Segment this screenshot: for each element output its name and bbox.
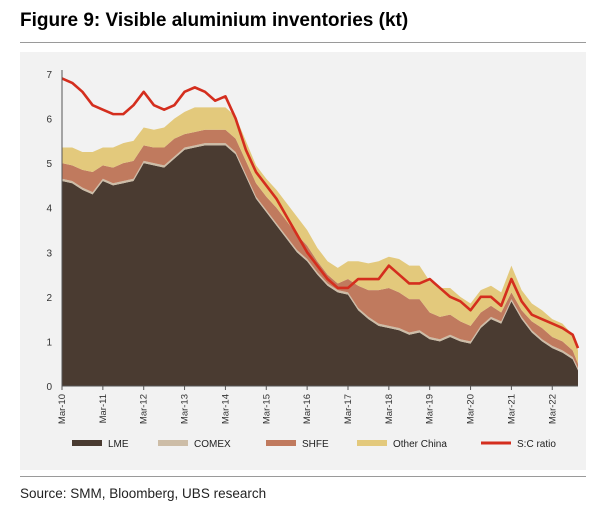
x-tick-label: Mar-21 — [506, 394, 517, 424]
axes — [61, 70, 578, 387]
area-lme — [62, 145, 578, 386]
legend: LME COMEX SHFE Other China S:C ratio — [72, 439, 556, 450]
legend-label: SHFE — [302, 439, 329, 450]
x-tick-label: Mar-10 — [57, 394, 68, 424]
legend-swatch — [266, 440, 296, 446]
legend-label: Other China — [393, 439, 447, 450]
x-tick-label: Mar-12 — [139, 394, 150, 424]
x-tick-label: Mar-14 — [220, 394, 231, 424]
y-tick-label: 6 — [46, 115, 52, 126]
x-tick-label: Mar-20 — [466, 394, 477, 424]
legend-item-lme: LME — [72, 439, 129, 450]
x-tick-label: Mar-11 — [98, 394, 109, 423]
source-note: Source: SMM, Bloomberg, UBS research — [20, 486, 267, 501]
legend-item-shfe: SHFE — [266, 439, 329, 450]
x-tick-label: Mar-15 — [261, 394, 272, 424]
y-tick-label: 7 — [46, 70, 52, 81]
title-divider — [20, 42, 586, 43]
figure-title: Figure 9: Visible aluminium inventories … — [20, 10, 409, 31]
x-tick-label: Mar-22 — [547, 394, 558, 424]
legend-label: COMEX — [194, 439, 231, 450]
legend-swatch — [357, 440, 387, 446]
x-tick-label: Mar-19 — [425, 394, 436, 424]
legend-label: LME — [108, 439, 129, 450]
y-tick-label: 1 — [46, 337, 52, 348]
legend-item-s-c-ratio: S:C ratio — [481, 439, 556, 450]
legend-swatch — [72, 440, 102, 446]
y-tick-label: 2 — [46, 293, 52, 304]
y-tick-label: 0 — [46, 382, 52, 393]
y-tick-label: 3 — [46, 248, 52, 259]
y-tick-label: 4 — [46, 204, 52, 215]
legend-label: S:C ratio — [517, 439, 556, 450]
x-tick-label: Mar-13 — [180, 394, 191, 424]
line-s-c-ratio — [61, 77, 580, 349]
source-divider — [20, 476, 586, 477]
legend-swatch — [158, 440, 188, 446]
y-axis-ticks: 0 1 2 3 4 5 6 7 — [46, 70, 52, 393]
legend-item-comex: COMEX — [158, 439, 231, 450]
x-tick-label: Mar-16 — [302, 394, 313, 424]
area-other-china — [62, 107, 578, 364]
y-tick-label: 5 — [46, 159, 52, 170]
ratio-line-group — [61, 77, 580, 349]
stacked-areas — [62, 107, 578, 386]
legend-item-other-china: Other China — [357, 439, 447, 450]
x-tick-label: Mar-18 — [384, 394, 395, 424]
x-axis-ticks: Mar-10 Mar-11 Mar-12 Mar-13 Mar-14 Mar-15 Mar-… — [57, 386, 558, 424]
x-tick-label: Mar-17 — [343, 394, 354, 424]
